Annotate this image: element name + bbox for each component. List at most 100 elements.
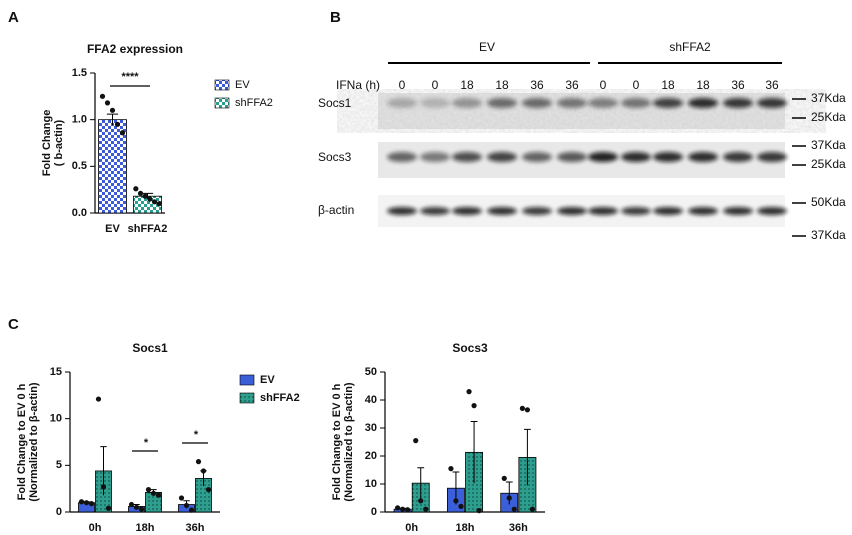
data-point — [423, 506, 429, 512]
data-point — [405, 507, 411, 513]
legend-label: EV — [260, 374, 275, 386]
data-point — [151, 199, 158, 205]
legend-label: EV — [235, 79, 250, 91]
band — [487, 152, 517, 162]
band — [588, 98, 618, 108]
y-axis-label: (Normalized to β-actin) — [28, 382, 40, 502]
data-point — [156, 201, 162, 207]
data-point — [133, 504, 140, 510]
data-point — [109, 107, 116, 113]
lane-label: 36 — [530, 78, 544, 92]
data-point — [395, 505, 401, 511]
data-point — [147, 196, 153, 202]
data-point — [529, 506, 536, 512]
legend-swatch — [239, 374, 255, 386]
y-tick-label: 40 — [365, 394, 377, 406]
data-point — [506, 495, 512, 501]
row-label: Socs1 — [318, 96, 352, 110]
marker-label: 25Kda — [811, 157, 846, 171]
x-tick-label: 18h — [136, 522, 155, 534]
y-axis-label: Fold Change to EV 0 h — [331, 383, 343, 500]
x-tick-label: 36h — [186, 522, 205, 534]
band — [588, 152, 618, 162]
band — [757, 98, 787, 108]
y-tick-label: 20 — [365, 450, 377, 462]
marker-label: 25Kda — [811, 110, 846, 124]
legend-label: shFFA2 — [260, 392, 300, 404]
data-point — [104, 100, 111, 106]
band — [723, 98, 753, 108]
data-point — [88, 501, 95, 507]
group-label: shFFA2 — [669, 40, 711, 54]
x-tick-label: 18h — [456, 522, 475, 534]
error-bar — [505, 481, 513, 505]
lane-label: 0 — [432, 78, 439, 92]
band — [420, 152, 450, 162]
data-point — [128, 501, 135, 508]
band — [452, 207, 482, 215]
y-axis-label: Fold Change to EV 0 h — [16, 383, 28, 500]
lane-label: 0 — [633, 78, 640, 92]
x-tick-label: shFFA2 — [128, 223, 168, 235]
chart-title: Socs3 — [452, 341, 488, 355]
data-point — [183, 502, 190, 509]
data-point — [195, 459, 202, 465]
band — [557, 98, 587, 108]
data-point — [119, 130, 126, 136]
data-point — [178, 495, 185, 501]
band — [688, 207, 718, 215]
band — [452, 98, 482, 108]
band — [653, 98, 683, 108]
band — [387, 207, 417, 215]
y-tick-label: 1.5 — [72, 67, 87, 79]
data-point — [150, 490, 157, 496]
band — [757, 207, 787, 215]
y-axis-label: Fold Change — [41, 110, 53, 177]
x-tick-label: 0h — [405, 522, 418, 534]
data-point — [501, 475, 507, 481]
significance: * — [194, 429, 199, 441]
marker-label: 37Kda — [811, 228, 846, 242]
band — [420, 98, 450, 108]
y-axis-label: (Normalized to β-actin) — [343, 382, 355, 502]
marker-label: 37Kda — [811, 91, 846, 105]
band — [522, 152, 552, 162]
blot-panel: EV shFFA2 IFNa (h) 0 0 18 18 36 36 0 0 18 18 36 36 Socs… — [318, 40, 846, 242]
y-tick-label: 0.5 — [72, 160, 87, 172]
x-tick-label: 36h — [509, 522, 528, 534]
data-point — [114, 121, 121, 127]
data-point — [458, 503, 464, 509]
band — [723, 152, 753, 162]
band — [557, 207, 587, 215]
band — [487, 207, 517, 215]
band — [653, 207, 683, 215]
group-label: EV — [479, 40, 495, 54]
band — [588, 207, 618, 215]
data-point — [78, 499, 85, 505]
panel-label: C — [8, 316, 19, 333]
significance: **** — [121, 71, 139, 83]
chart-title: Socs1 — [132, 341, 168, 355]
legend-swatch — [239, 392, 255, 404]
panel-label: A — [8, 9, 19, 26]
lane-label: 18 — [661, 78, 675, 92]
y-tick-label: 10 — [365, 478, 377, 490]
data-point — [418, 498, 424, 504]
lane-label: 18 — [696, 78, 710, 92]
data-point — [99, 93, 106, 99]
data-point — [142, 193, 148, 199]
lane-label: 0 — [399, 78, 406, 92]
significance: * — [144, 437, 149, 449]
data-point — [511, 506, 517, 512]
data-point — [471, 403, 477, 409]
band — [688, 98, 718, 108]
error-bar — [106, 113, 119, 126]
band — [653, 152, 683, 162]
data-point — [448, 466, 454, 472]
data-point — [105, 505, 112, 511]
data-point — [453, 498, 459, 504]
panel-label: B — [330, 9, 341, 26]
y-tick-label: 1.0 — [72, 114, 87, 126]
data-point — [524, 407, 531, 413]
data-point — [519, 405, 526, 411]
